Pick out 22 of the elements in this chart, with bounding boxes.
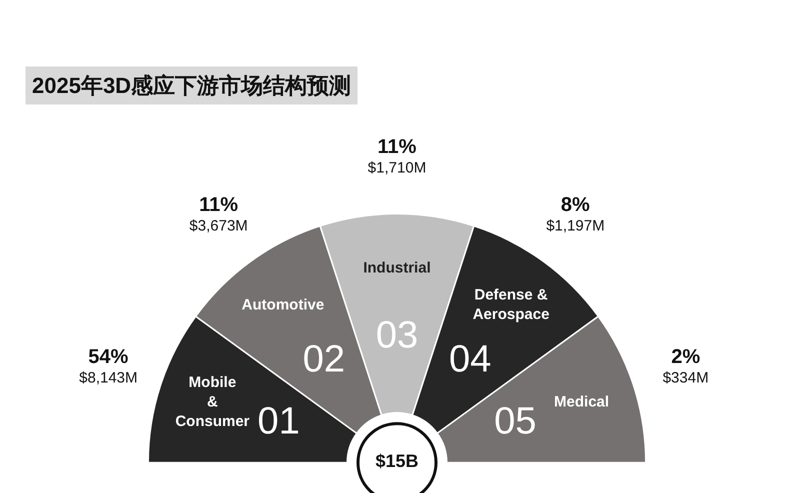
text: 04	[448, 338, 492, 380]
category-label: Mobile & Consumer	[175, 374, 250, 430]
data-label: 54%	[88, 346, 129, 368]
text: 01	[258, 400, 300, 443]
data-label: $334M	[662, 369, 709, 386]
text: 03	[376, 314, 418, 357]
data-label: $8,143M	[79, 369, 138, 386]
data-label: 11%	[199, 194, 238, 216]
data-label: $1,197M	[546, 218, 605, 235]
data-label: $1,710M	[368, 160, 426, 177]
text: 02	[302, 338, 346, 380]
category-label: Automotive	[242, 296, 324, 314]
data-label: 8%	[560, 194, 590, 216]
text: $15B	[375, 451, 419, 472]
data-label: $3,673M	[189, 218, 248, 235]
category-label: Medical	[554, 393, 610, 410]
category-label: Defense & Aerospace	[472, 286, 550, 324]
category-label: Industrial	[363, 259, 431, 276]
text: 2025年3D感应下游市场结构预测	[32, 73, 352, 98]
data-label: 11%	[378, 136, 417, 158]
text: 05	[494, 400, 536, 443]
data-label: 2%	[671, 346, 700, 368]
